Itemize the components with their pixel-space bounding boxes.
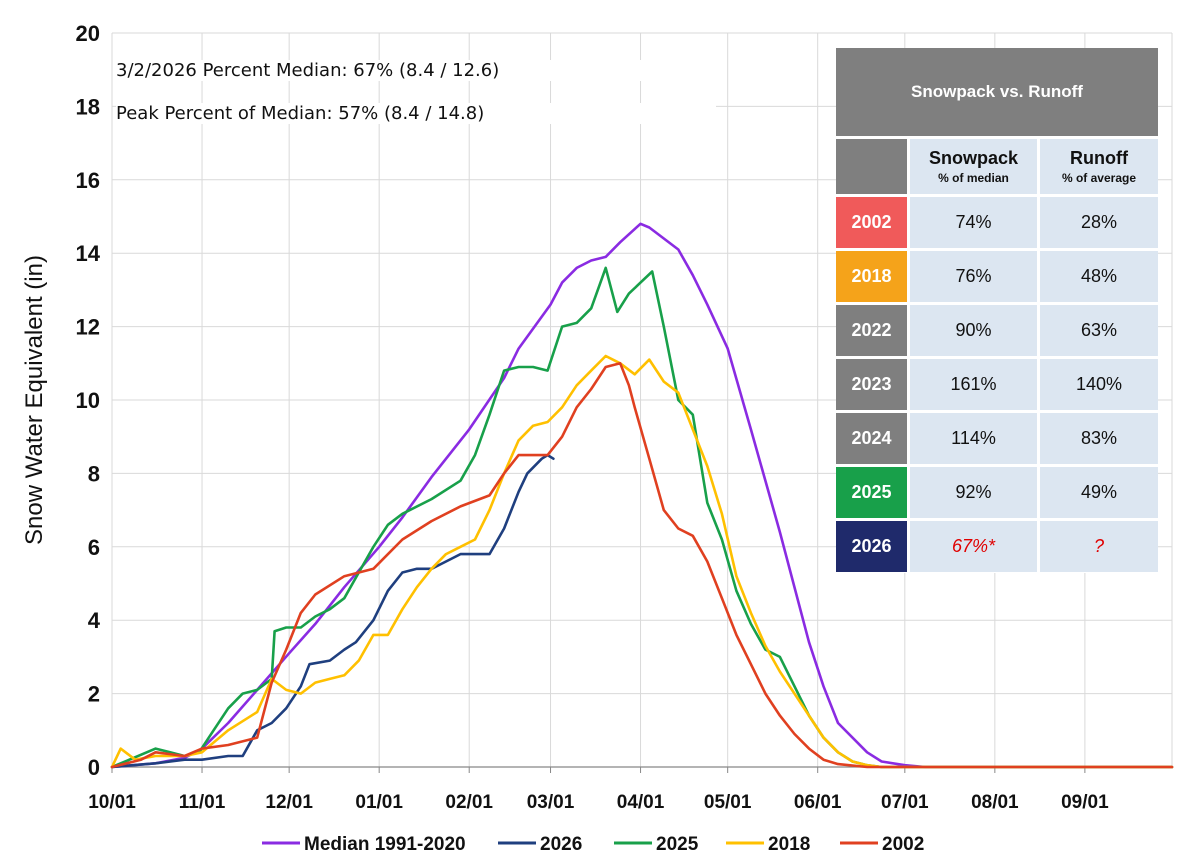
- table-row-snowpack: 161%: [910, 359, 1037, 410]
- year-label: 2026: [851, 536, 892, 556]
- table-title: Snowpack vs. Runoff: [836, 48, 1158, 136]
- runoff-value: 49%: [1080, 482, 1118, 502]
- snowpack-value: 114%: [951, 428, 996, 448]
- runoff-subheader: % of average: [1061, 171, 1137, 185]
- table-row-runoff: ?: [1040, 521, 1158, 572]
- x-tick-label: 08/01: [971, 792, 1019, 813]
- x-tick-label: 11/01: [179, 792, 226, 813]
- year-label: 2002: [851, 212, 892, 232]
- table-row-snowpack: 76%: [910, 251, 1037, 302]
- runoff-value: 83%: [1080, 428, 1118, 448]
- y-tick-label: 0: [88, 755, 100, 780]
- table-row-year: 2023: [836, 359, 907, 410]
- table-row-snowpack: 92%: [910, 467, 1037, 518]
- table-row-runoff: 28%: [1040, 197, 1158, 248]
- legend: Median 1991-2020 2026 2025 2018 2002: [262, 834, 924, 855]
- year-label: 2018: [851, 266, 892, 286]
- y-tick-label: 18: [76, 94, 100, 119]
- table-row-year: 2025: [836, 467, 907, 518]
- legend-label: 2002: [882, 834, 924, 855]
- runoff-value: 63%: [1080, 320, 1118, 340]
- y-tick-label: 12: [76, 315, 100, 340]
- table-row-year: 2026: [836, 521, 907, 572]
- y-tick-label: 20: [76, 21, 100, 46]
- info-peak-percent: Peak Percent of Median: 57% (8.4 / 14.8): [116, 103, 716, 124]
- x-tick-label: 06/01: [794, 792, 842, 813]
- runoff-value: ?: [1093, 536, 1104, 556]
- legend-label: 2025: [656, 834, 699, 855]
- table-header-corner: [836, 139, 907, 194]
- snowpack-value: 76%: [955, 266, 992, 286]
- x-tick-label: 10/01: [88, 792, 136, 813]
- y-tick-label: 8: [88, 461, 100, 486]
- series-line-2018: [110, 354, 1174, 769]
- table-row-runoff: 83%: [1040, 413, 1158, 464]
- table-row-year: 2024: [836, 413, 907, 464]
- table-header-snowpack: Snowpack % of median: [910, 139, 1037, 194]
- info-percent-median: 3/2/2026 Percent Median: 67% (8.4 / 12.6…: [116, 60, 716, 81]
- y-tick-label: 10: [76, 388, 100, 413]
- year-label: 2025: [851, 482, 892, 502]
- table-row-snowpack: 74%: [910, 197, 1037, 248]
- snowpack-value: 161%: [950, 374, 997, 394]
- x-axis-ticks: 10/01 11/01 12/01 01/01 02/01 03/01 04/01 05/01…: [88, 792, 1109, 813]
- y-tick-label: 14: [76, 241, 101, 266]
- snowpack-runoff-table: Snowpack vs. Runoff Snowpack % of median R…: [836, 48, 1158, 573]
- year-label: 2022: [851, 320, 892, 340]
- x-tick-label: 02/01: [445, 792, 493, 813]
- legend-label: 2018: [768, 834, 810, 855]
- runoff-value: 28%: [1080, 212, 1118, 232]
- snowpack-value: 74%: [955, 212, 992, 232]
- y-tick-label: 4: [88, 608, 101, 633]
- snowpack-subheader: % of median: [938, 171, 1009, 185]
- series-line-median: [110, 222, 1174, 769]
- legend-label: Median 1991-2020: [304, 834, 466, 855]
- table-row-runoff: 49%: [1040, 467, 1158, 518]
- x-tick-label: 03/01: [527, 792, 575, 813]
- year-label: 2024: [851, 428, 892, 448]
- series-line-2026: [110, 453, 555, 769]
- runoff-value: 48%: [1080, 266, 1118, 286]
- x-tick-label: 09/01: [1061, 792, 1109, 813]
- snowpack-value: 67%*: [951, 536, 996, 556]
- table-row-runoff: 140%: [1040, 359, 1158, 410]
- x-tick-label: 04/01: [617, 792, 665, 813]
- series-line-2002: [110, 361, 1174, 769]
- x-tick-label: 05/01: [704, 792, 752, 813]
- table-row-snowpack: 67%*: [910, 521, 1037, 572]
- table-row-year: 2018: [836, 251, 907, 302]
- x-tick-label: 07/01: [881, 792, 929, 813]
- table-row-snowpack: 114%: [910, 413, 1037, 464]
- y-axis-label: Snow Water Equivalent (in): [21, 255, 48, 545]
- table-header-runoff: Runoff % of average: [1040, 139, 1158, 194]
- series-lines: [110, 222, 1174, 769]
- grid: [111, 32, 1173, 767]
- y-tick-label: 2: [88, 682, 100, 707]
- y-axis-ticks: 0 2 4 6 8 10 12 14 16 18 20: [76, 21, 101, 780]
- runoff-value: 140%: [1075, 374, 1123, 394]
- y-tick-label: 6: [88, 535, 100, 560]
- x-tick-label: 01/01: [355, 792, 403, 813]
- table-row-year: 2022: [836, 305, 907, 356]
- y-tick-label: 16: [76, 168, 100, 193]
- table-row-runoff: 48%: [1040, 251, 1158, 302]
- year-label: 2023: [851, 374, 892, 394]
- table-row-year: 2002: [836, 197, 907, 248]
- table-row-runoff: 63%: [1040, 305, 1158, 356]
- x-tick-label: 12/01: [265, 792, 313, 813]
- legend-label: 2026: [540, 834, 582, 855]
- snowpack-value: 90%: [955, 320, 992, 340]
- snowpack-value: 92%: [955, 482, 992, 502]
- snowpack-header: Snowpack: [928, 148, 1019, 168]
- table-row-snowpack: 90%: [910, 305, 1037, 356]
- runoff-header: Runoff: [1070, 148, 1128, 168]
